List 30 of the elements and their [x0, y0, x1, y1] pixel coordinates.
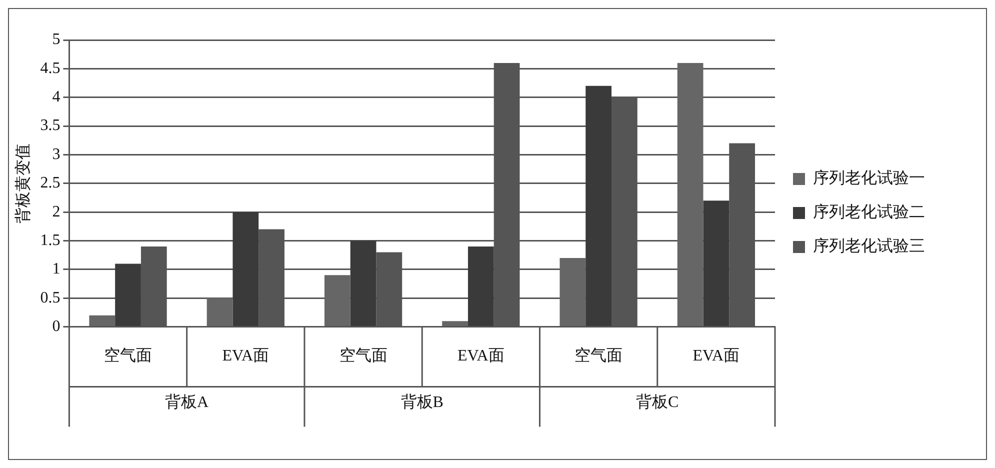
bar — [115, 264, 141, 326]
bar — [442, 321, 468, 326]
y-tick-label: 3.5 — [40, 117, 60, 134]
y-tick-label: 1.5 — [40, 232, 60, 249]
bar — [350, 240, 376, 326]
bar — [232, 212, 259, 326]
bar — [560, 258, 586, 326]
y-tick-label: 4.5 — [40, 60, 60, 77]
legend-label: 序列老化试验一 — [813, 169, 925, 188]
y-axis-title: 背板黄变值 — [14, 143, 32, 224]
y-tick-label: 4 — [52, 88, 60, 106]
y-tick-label: 5 — [52, 31, 60, 48]
legend-label: 序列老化试验二 — [813, 203, 925, 222]
bar — [206, 298, 233, 326]
bar — [677, 62, 704, 326]
bar — [703, 200, 730, 326]
y-tick-label: 0 — [52, 318, 60, 336]
bar — [89, 315, 116, 326]
y-tick-label: 2.5 — [40, 174, 60, 192]
y-tick-label: 1 — [52, 260, 60, 278]
bar — [468, 246, 494, 326]
y-tick-label: 2 — [52, 203, 60, 220]
bar — [586, 86, 612, 326]
y-tick-label: 0.5 — [40, 289, 60, 306]
text: 背板C — [636, 393, 679, 412]
legend-label: 序列老化试验三 — [813, 237, 925, 256]
bar — [324, 275, 350, 326]
text: 背板B — [400, 393, 444, 412]
y-tick-label: 3 — [52, 146, 60, 163]
text: 背板A — [165, 393, 210, 412]
